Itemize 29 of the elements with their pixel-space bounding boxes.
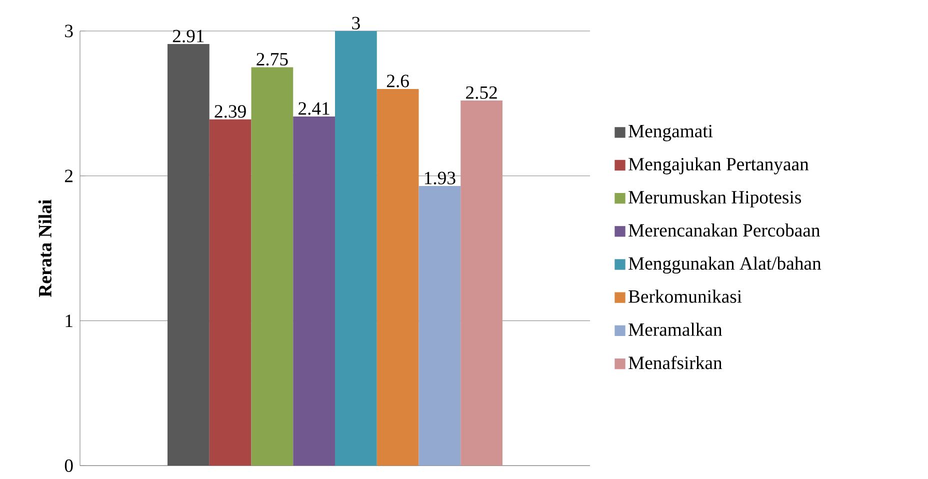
- data-label: 2.39: [214, 105, 246, 118]
- bar: [460, 100, 502, 466]
- legend-label: Menggunakan Alat/bahan: [628, 256, 822, 274]
- y-tick-label: 0: [64, 459, 73, 472]
- data-label: 2.52: [466, 86, 497, 99]
- bar: [209, 119, 252, 466]
- y-tick-label: 3: [65, 24, 73, 38]
- y-axis-title: Rerata Nilai: [38, 200, 52, 298]
- y-tick-label: 2: [64, 170, 72, 182]
- data-label: 3: [352, 16, 360, 30]
- legend-label: Merumuskan Hipotesis: [628, 190, 802, 208]
- bar: [293, 116, 335, 466]
- data-label: 1.93: [424, 172, 456, 184]
- legend-label: Berkomunikasi: [628, 290, 742, 303]
- y-tick-label: 1: [66, 314, 72, 327]
- bar: [335, 31, 377, 466]
- data-label: 2.75: [256, 53, 288, 66]
- bar: [418, 186, 461, 466]
- legend-label: Mengajukan Pertanyaan: [628, 157, 809, 174]
- legend-label: Meramalkan: [628, 322, 722, 336]
- bar: [168, 44, 210, 466]
- data-label: 2.6: [386, 74, 409, 88]
- bar: [251, 67, 294, 466]
- data-label: 2.41: [298, 102, 330, 115]
- data-label: 2.91: [172, 30, 204, 42]
- bar: [376, 88, 419, 466]
- legend-label: Menafsirkan: [628, 356, 722, 370]
- legend-label: Mengamati: [628, 124, 713, 142]
- legend-label: Merencanakan Percobaan: [628, 224, 820, 237]
